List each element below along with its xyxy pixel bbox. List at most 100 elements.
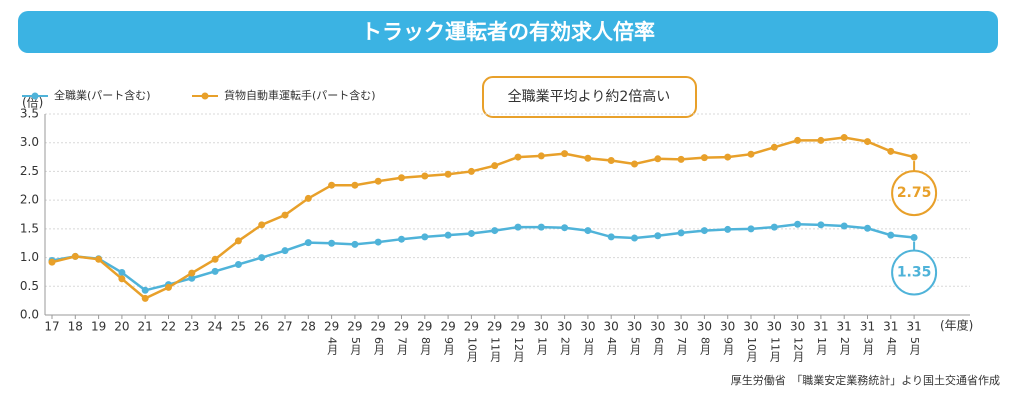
- data-point: [304, 239, 312, 247]
- data-point: [537, 152, 545, 160]
- y-tick-label: 1.0: [20, 250, 39, 264]
- x-tick-label: 20: [114, 320, 129, 334]
- data-point: [864, 224, 871, 232]
- data-point: [887, 231, 895, 239]
- x-month-label: 11月: [489, 337, 502, 362]
- data-point: [910, 233, 918, 241]
- data-point: [281, 247, 289, 255]
- y-tick-label: 0.5: [20, 279, 39, 293]
- x-month-label: 2月: [838, 337, 851, 355]
- x-tick-label: 29: [510, 320, 525, 334]
- data-point: [491, 227, 499, 235]
- data-point: [467, 229, 475, 237]
- x-tick-label: 29: [371, 320, 386, 334]
- x-tick-label: 30: [697, 320, 712, 334]
- data-point: [677, 155, 685, 163]
- x-tick-label: 31: [813, 320, 828, 334]
- series-line: [51, 136, 915, 300]
- x-tick-label: 29: [487, 320, 502, 334]
- x-month-label: 10月: [465, 337, 478, 362]
- data-point: [514, 153, 522, 161]
- data-point: [607, 233, 615, 241]
- x-month-label: 12月: [792, 337, 805, 362]
- data-point: [467, 167, 475, 175]
- x-month-label: 10月: [745, 337, 758, 362]
- series-line: [51, 223, 915, 292]
- data-point: [561, 224, 569, 232]
- data-point: [631, 160, 638, 168]
- data-point: [421, 172, 429, 180]
- x-tick-label: 31: [906, 320, 921, 334]
- data-point: [258, 254, 266, 262]
- data-point: [584, 227, 592, 235]
- data-point: [631, 234, 638, 242]
- x-tick-label: 21: [138, 320, 153, 334]
- x-month-label: 7月: [396, 337, 409, 355]
- data-point: [910, 153, 918, 161]
- x-tick-label: 29: [394, 320, 409, 334]
- data-point: [537, 223, 545, 231]
- data-point: [141, 294, 149, 302]
- x-month-label: 3月: [862, 337, 875, 355]
- data-point: [794, 136, 802, 144]
- data-point: [840, 222, 848, 230]
- x-tick-label: 18: [68, 320, 83, 334]
- x-tick-label: 29: [347, 320, 362, 334]
- x-tick-label: 26: [254, 320, 269, 334]
- data-point: [700, 227, 708, 235]
- data-point: [444, 231, 452, 239]
- data-point: [351, 181, 359, 189]
- data-point: [770, 223, 778, 231]
- x-tick-label: 29: [440, 320, 455, 334]
- x-tick-label: 31: [860, 320, 875, 334]
- data-point: [188, 269, 196, 277]
- x-month-label: 4月: [326, 337, 339, 355]
- x-tick-label: 22: [161, 320, 176, 334]
- y-tick-label: 3.0: [20, 135, 39, 149]
- data-point: [747, 150, 755, 158]
- x-tick-label: 30: [604, 320, 619, 334]
- x-month-label: 5月: [908, 337, 921, 355]
- data-point: [677, 229, 685, 237]
- x-month-label: 5月: [629, 337, 642, 355]
- data-point: [95, 255, 103, 263]
- data-point: [584, 154, 592, 162]
- data-point: [374, 177, 382, 185]
- x-tick-label: 30: [650, 320, 665, 334]
- x-tick-label: 30: [534, 320, 549, 334]
- source: 厚生労働省 「職業安定業務統計」より国土交通省作成: [731, 373, 1000, 387]
- data-point: [514, 223, 522, 231]
- x-tick-label: 25: [231, 320, 246, 334]
- legend-marker: [31, 92, 39, 100]
- data-point: [491, 162, 499, 170]
- data-point: [747, 225, 755, 233]
- data-point: [817, 221, 825, 229]
- data-point: [700, 154, 708, 162]
- data-point: [398, 174, 405, 182]
- data-point: [188, 274, 196, 282]
- x-month-label: 7月: [675, 337, 688, 355]
- x-month-label: 6月: [372, 337, 385, 355]
- x-tick-label: 31: [837, 320, 852, 334]
- y-unit: (倍): [22, 95, 43, 110]
- data-point: [118, 275, 126, 283]
- x-tick-label: 30: [627, 320, 642, 334]
- x-unit: (年度): [940, 318, 973, 333]
- x-tick-label: 30: [743, 320, 758, 334]
- legend-label: 貨物自動車運転手(パート含む): [224, 88, 376, 102]
- data-point: [211, 255, 219, 263]
- x-tick-label: 28: [301, 320, 316, 334]
- x-tick-label: 30: [790, 320, 805, 334]
- x-tick-label: 24: [207, 320, 222, 334]
- x-month-label: 5月: [349, 337, 362, 355]
- data-point: [398, 235, 405, 243]
- data-point: [211, 267, 219, 275]
- legend-label: 全職業(パート含む): [54, 88, 151, 102]
- data-point: [864, 138, 871, 146]
- x-tick-label: 30: [673, 320, 688, 334]
- data-point: [304, 194, 312, 202]
- data-point: [141, 286, 149, 294]
- value-label: 2.75: [897, 185, 932, 201]
- data-point: [724, 153, 732, 161]
- annotation: 全職業平均より約2倍高い: [508, 88, 671, 105]
